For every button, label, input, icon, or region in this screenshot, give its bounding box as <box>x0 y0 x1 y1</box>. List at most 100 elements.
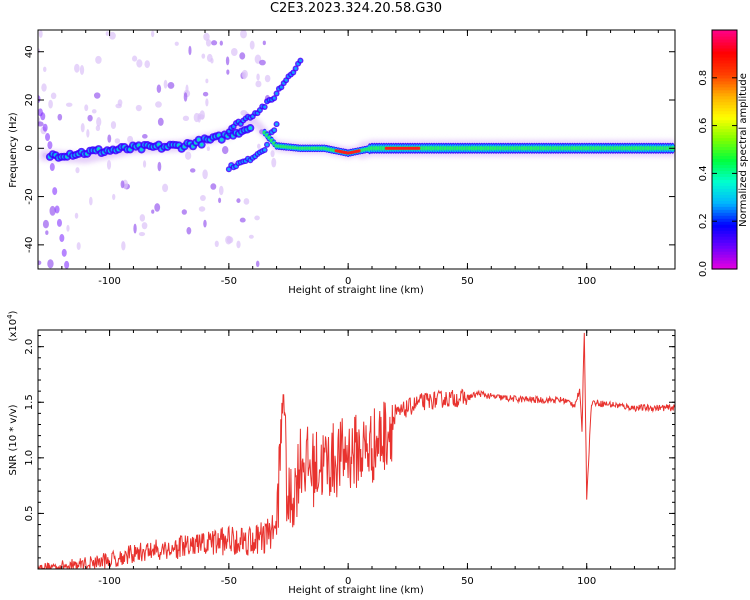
snr-x-tick-label: 0 <box>345 576 351 587</box>
heatmap-speck <box>243 198 250 205</box>
colorbar-swatch <box>712 38 737 43</box>
colorbar-swatch <box>712 104 737 109</box>
heatmap-speck <box>218 185 224 196</box>
snr-x-tick-label: -100 <box>98 576 121 587</box>
snr-panel: -100 -50 0 50 100 0.5 1.0 1.5 2.0 Height of stra… <box>6 310 676 596</box>
heatmap-speck <box>48 99 53 109</box>
heatmap-speck <box>271 157 277 168</box>
colorbar-swatch <box>712 30 737 34</box>
colorbar-swatch <box>712 44 737 49</box>
colorbar-tick-label: 0.8 <box>698 70 709 86</box>
heatmap-cell <box>38 95 41 104</box>
spectrogram-ticks: -100 -50 0 50 100 -40 -20 0 20 40 <box>24 30 675 287</box>
heatmap-cell <box>263 105 267 109</box>
colorbar-swatch <box>712 227 737 231</box>
heatmap-speck <box>197 113 202 123</box>
heatmap-speck <box>43 66 47 73</box>
heatmap-speck <box>74 63 80 73</box>
colorbar-swatch <box>712 170 737 174</box>
heatmap-speck <box>188 45 192 56</box>
heatmap-cell <box>227 167 231 171</box>
heatmap-speck <box>264 74 271 83</box>
heatmap-speck <box>202 169 208 180</box>
colorbar-tick-label: 0.4 <box>698 165 709 181</box>
heatmap-speck <box>206 146 210 152</box>
snr-y-tick-label: 1.0 <box>24 450 35 466</box>
heatmap-speck <box>162 183 169 193</box>
colorbar-swatch <box>712 254 737 258</box>
heatmap-speck <box>141 222 148 230</box>
colorbar-swatch <box>712 215 737 219</box>
spectrogram-features <box>38 30 675 269</box>
heatmap-speck <box>154 203 161 212</box>
heatmap-speck <box>205 39 212 47</box>
colorbar-swatch <box>712 107 737 112</box>
colorbar-swatch <box>712 185 737 189</box>
colorbar-swatch <box>712 206 737 210</box>
heatmap-speck <box>65 102 73 107</box>
heatmap-speck <box>219 40 223 46</box>
heatmap-speck <box>230 47 238 57</box>
snr-x-axis-label: Height of straight line (km) <box>288 585 424 596</box>
heatmap-cell <box>275 91 279 95</box>
spectrogram-y-axis-label: Frequency (Hz) <box>8 112 19 188</box>
heatmap-cell <box>137 144 140 147</box>
colorbar-swatch <box>712 155 737 160</box>
colorbar-swatch <box>712 53 737 58</box>
snr-y-tick-label: 2.0 <box>24 339 35 355</box>
snr-scale-factor: (x104) <box>6 310 19 341</box>
heatmap-speck <box>214 240 219 248</box>
heatmap-speck <box>210 183 217 190</box>
spectrogram-y-tick-label: 0 <box>24 145 35 151</box>
colorbar-swatch <box>712 263 737 267</box>
colorbar-gradient <box>712 30 737 270</box>
heatmap-speck <box>133 223 137 234</box>
colorbar-frame <box>711 29 738 270</box>
heatmap-cell <box>294 67 298 71</box>
heatmap-speck <box>49 205 56 216</box>
spectrogram-frame <box>37 29 676 270</box>
colorbar-swatch <box>712 176 737 180</box>
heatmap-speck <box>96 117 102 127</box>
heatmap-speck <box>79 64 85 75</box>
heatmap-speck <box>240 109 248 116</box>
heatmap-speck <box>259 59 266 66</box>
colorbar-swatch <box>712 164 737 169</box>
heatmap-speck <box>41 83 47 92</box>
heatmap-speck <box>205 78 209 84</box>
colorbar-swatch <box>712 83 737 88</box>
colorbar-swatch <box>712 188 737 192</box>
colorbar-swatch <box>712 224 737 228</box>
colorbar-swatch <box>712 56 737 61</box>
heatmap-speck <box>240 30 247 39</box>
heatmap-cell <box>274 122 279 126</box>
colorbar-swatch <box>712 191 737 195</box>
heatmap-cell <box>140 148 143 151</box>
heatmap-speck <box>74 212 79 219</box>
heatmap-speck <box>75 167 80 174</box>
heatmap-cell <box>239 122 243 126</box>
heatmap-speck <box>182 115 190 122</box>
colorbar-swatch <box>712 86 737 91</box>
colorbar-swatch <box>712 35 737 40</box>
colorbar-swatch <box>712 98 737 103</box>
heatmap-speck <box>203 32 210 41</box>
heatmap-cell <box>272 96 276 100</box>
heatmap-speck <box>226 69 230 75</box>
heatmap-cell <box>249 127 252 130</box>
colorbar-swatch <box>712 242 737 246</box>
colorbar-swatch <box>712 260 737 264</box>
heatmap-cell <box>258 108 262 112</box>
heatmap-speck <box>66 224 70 232</box>
colorbar-swatch <box>712 92 737 97</box>
heatmap-speck <box>138 231 146 237</box>
colorbar-swatch <box>712 140 737 145</box>
snr-y-axis-label: SNR (10 * v/v) <box>8 404 19 475</box>
colorbar-swatch <box>712 251 737 255</box>
heatmap-speck <box>174 41 179 46</box>
snr-series-line <box>38 332 675 569</box>
heatmap-speck <box>202 91 209 97</box>
colorbar-swatch <box>712 230 737 234</box>
colorbar-swatch <box>712 68 737 73</box>
colorbar-swatch <box>712 233 737 237</box>
